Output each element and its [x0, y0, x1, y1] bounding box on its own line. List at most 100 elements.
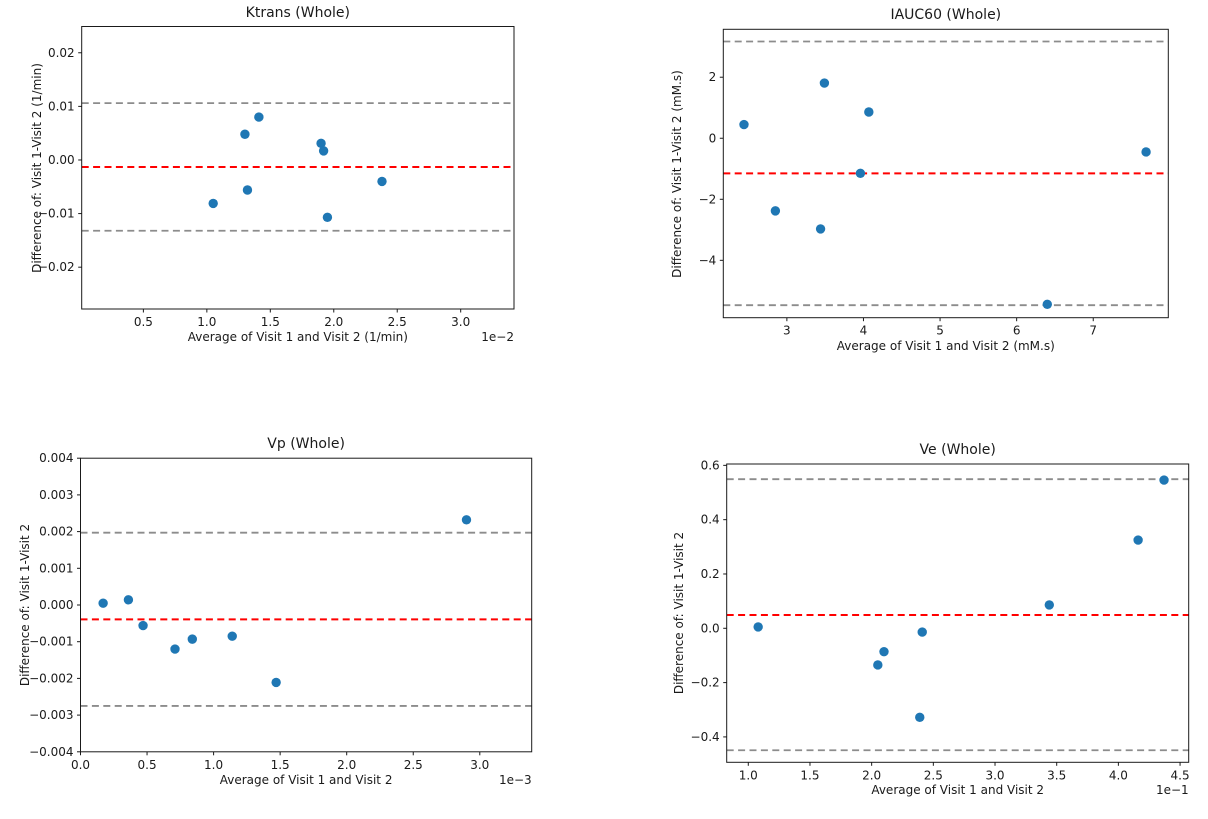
- y-tick-label: 0.0: [701, 621, 720, 635]
- scatter-point: [377, 176, 387, 187]
- x-tick-label: 1.0: [204, 758, 223, 772]
- y-tick-label: −0.002: [29, 671, 73, 685]
- x-tick-label: 2.0: [324, 315, 343, 329]
- x-tick-label: 1.0: [739, 768, 758, 782]
- plot-title-ve: Ve (Whole): [919, 442, 996, 458]
- y-tick-label: 0.002: [39, 525, 73, 539]
- scatter-point: [227, 631, 237, 641]
- scatter-point: [917, 627, 927, 637]
- y-tick-label: −0.4: [691, 730, 720, 744]
- y-tick-label: −0.2: [691, 676, 720, 690]
- scatter-point: [318, 146, 329, 156]
- y-tick-label: 0.001: [39, 561, 73, 575]
- y-tick-label: 0.4: [701, 513, 720, 527]
- y-tick-label: 0.01: [48, 99, 75, 113]
- y-tick-label: 0.02: [48, 46, 75, 60]
- y-tick-label: −4: [699, 253, 717, 267]
- y-tick-label: 0.000: [39, 598, 73, 612]
- scatter-point: [739, 119, 749, 130]
- x-tick-label: 0.5: [134, 315, 153, 329]
- y-axis-label-ktrans: Difference of: Visit 1-Visit 2 (1/min): [29, 62, 44, 273]
- x-tick-label: 2.0: [337, 758, 356, 772]
- x-tick-label: 2.5: [388, 315, 407, 329]
- x-tick-label: 2.5: [924, 768, 943, 782]
- y-tick-label: 0.2: [701, 567, 720, 581]
- y-tick-label: −0.001: [29, 635, 73, 649]
- y-tick-label: −0.02: [38, 260, 75, 274]
- scatter-point: [864, 107, 874, 117]
- y-tick-label: 2: [709, 70, 717, 84]
- x-tick-label: 1.0: [197, 315, 216, 329]
- x-tick-label: 0.5: [138, 758, 157, 772]
- x-tick-label: 6: [1013, 324, 1021, 338]
- scatter-point: [254, 112, 264, 122]
- x-tick-label: 2.5: [404, 758, 423, 772]
- x-tick-label: 1.5: [261, 315, 280, 329]
- x-tick-label: 4: [860, 324, 868, 338]
- y-tick-label: 0.6: [701, 458, 720, 472]
- scatter-point: [123, 595, 134, 605]
- x-tick-label: 5: [936, 324, 944, 338]
- scatter-point: [1141, 147, 1151, 157]
- scatter-point: [208, 198, 218, 209]
- x-axis-offset-text-ktrans: 1e−2: [481, 330, 514, 344]
- scatter-point: [1159, 475, 1169, 485]
- x-tick-label: 4.0: [1109, 768, 1128, 782]
- x-tick-label: 2.0: [862, 768, 881, 782]
- scatter-point: [915, 712, 925, 723]
- scatter-point: [815, 224, 826, 234]
- x-axis-label-iauc60: Average of Visit 1 and Visit 2 (mM.s): [836, 338, 1055, 353]
- plot-title-vp: Vp (Whole): [267, 436, 345, 453]
- y-tick-label: −0.004: [29, 745, 73, 759]
- x-tick-label: 0.0: [71, 758, 90, 772]
- x-tick-label: 3: [783, 324, 791, 338]
- x-tick-label: 7: [1089, 324, 1097, 338]
- scatter-point: [855, 168, 866, 179]
- scatter-point: [770, 206, 781, 216]
- x-axis-label-vp: Average of Visit 1 and Visit 2: [219, 772, 393, 787]
- x-axis-offset-text-vp: 1e−3: [498, 772, 532, 787]
- y-tick-label: −0.003: [29, 708, 73, 722]
- x-tick-label: 4.5: [1171, 768, 1190, 782]
- scatter-point: [98, 598, 108, 608]
- scatter-point: [753, 622, 763, 632]
- scatter-point: [242, 185, 253, 195]
- plot-title-ktrans: Ktrans (Whole): [245, 4, 350, 21]
- scatter-point: [461, 515, 472, 525]
- x-tick-label: 3.0: [470, 758, 489, 772]
- scatter-point: [240, 129, 250, 139]
- scatter-point: [1133, 535, 1143, 545]
- y-tick-label: −0.01: [38, 207, 75, 221]
- axes-spines: [726, 463, 1190, 763]
- x-tick-label: 1.5: [271, 758, 290, 772]
- x-axis-offset-text-ve: 1e−1: [1155, 783, 1189, 798]
- scatter-point: [316, 138, 326, 149]
- scatter-point: [1044, 600, 1054, 610]
- x-tick-label: 3.5: [1047, 768, 1066, 782]
- x-axis-label-ve: Average of Visit 1 and Visit 2: [871, 783, 1045, 798]
- plot-title-iauc60: IAUC60 (Whole): [890, 7, 1002, 24]
- y-tick-label: 0.004: [39, 451, 73, 465]
- scatter-point: [879, 646, 889, 657]
- scatter-point: [138, 620, 148, 631]
- axes-spines: [722, 28, 1169, 319]
- x-axis-label-ktrans: Average of Visit 1 and Visit 2 (1/min): [187, 330, 408, 344]
- axes-spines: [81, 26, 515, 310]
- scatter-point: [187, 634, 198, 644]
- y-tick-label: 0: [709, 131, 717, 145]
- y-tick-label: −2: [699, 192, 717, 206]
- x-tick-label: 1.5: [800, 768, 819, 782]
- y-axis-label-vp: Difference of: Visit 1-Visit 2: [17, 523, 32, 687]
- scatter-point: [819, 78, 830, 88]
- y-axis-label-ve: Difference of: Visit 1-Visit 2: [671, 531, 686, 695]
- scatter-point: [322, 212, 333, 223]
- y-axis-label-iauc60: Difference of: Visit 1-Visit 2 (mM.s): [670, 69, 685, 278]
- x-tick-label: 3.0: [451, 315, 470, 329]
- scatter-point: [271, 677, 281, 688]
- y-tick-label: 0.003: [39, 488, 73, 502]
- axes-spines: [80, 457, 533, 753]
- scatter-point: [170, 644, 180, 654]
- x-tick-label: 3.0: [985, 768, 1004, 782]
